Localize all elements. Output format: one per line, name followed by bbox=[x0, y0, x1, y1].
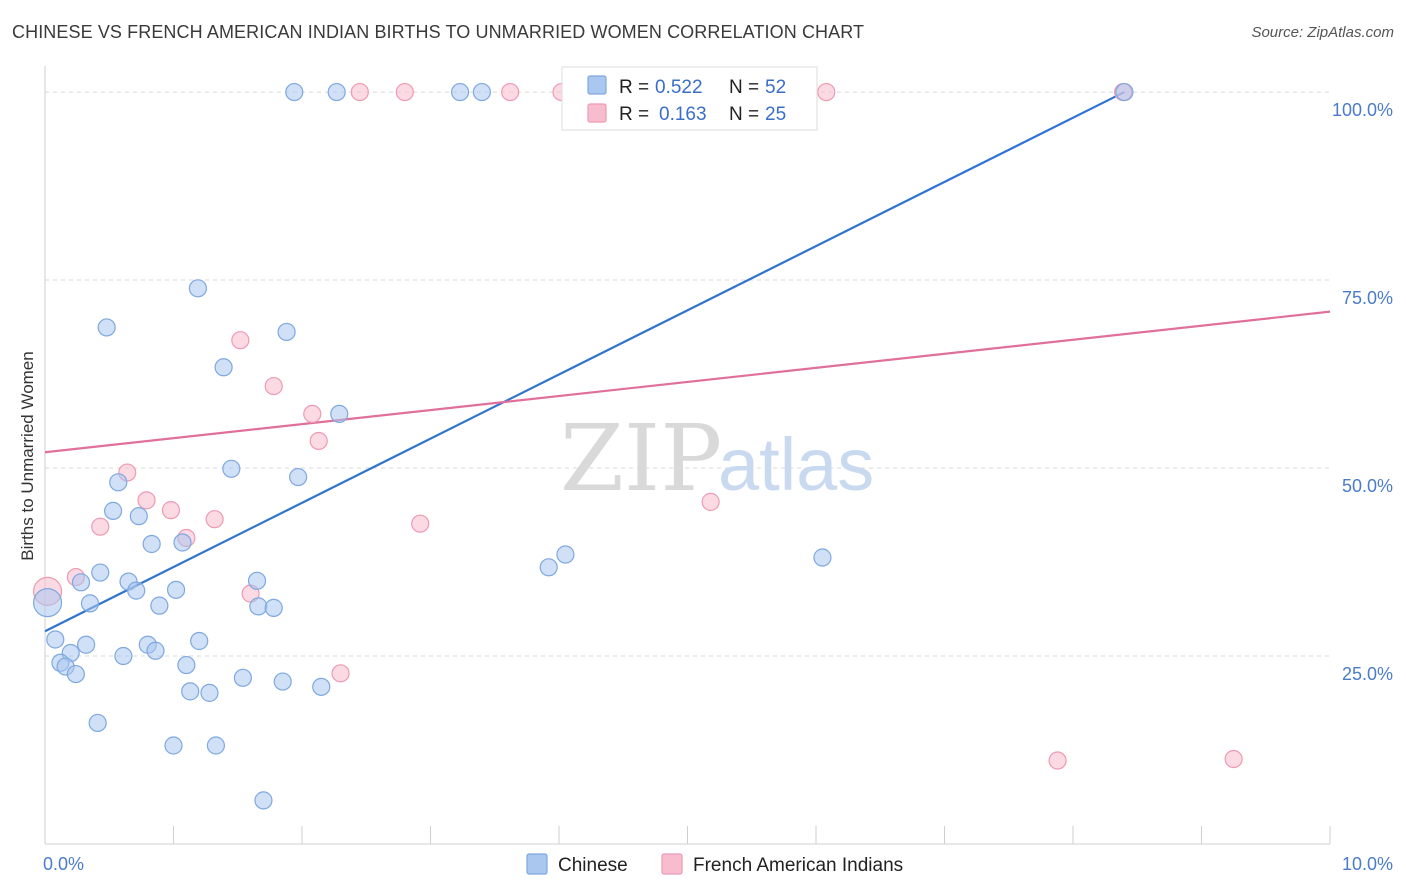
legend-bottom[interactable]: Chinese French American Indians bbox=[526, 853, 903, 876]
point-chinese-2 bbox=[450, 82, 470, 102]
point-french-12 bbox=[137, 491, 156, 510]
point-chinese-5 bbox=[1115, 82, 1134, 102]
point-chinese-22 bbox=[71, 573, 91, 592]
point-chinese-24 bbox=[127, 581, 146, 600]
point-chinese-45 bbox=[312, 677, 331, 696]
point-chinese-9 bbox=[214, 358, 233, 377]
legend-r-value-french: 0.163 bbox=[659, 104, 707, 125]
trend-layer bbox=[44, 91, 1331, 633]
point-chinese-32 bbox=[46, 630, 65, 649]
point-french-5 bbox=[817, 82, 836, 102]
point-chinese-21 bbox=[91, 563, 110, 582]
point-chinese-46 bbox=[181, 682, 200, 701]
point-chinese-30 bbox=[249, 597, 268, 616]
point-chinese-26 bbox=[247, 571, 267, 590]
point-chinese-6 bbox=[188, 279, 208, 298]
watermark: ZIP atlas bbox=[560, 405, 874, 512]
point-chinese-11 bbox=[222, 459, 241, 478]
trendline-french bbox=[44, 310, 1331, 454]
point-french-14 bbox=[701, 492, 720, 511]
point-chinese-31 bbox=[264, 598, 283, 617]
chart-source: Source: ZipAtlas.com bbox=[1251, 24, 1394, 41]
point-french-2 bbox=[501, 82, 520, 102]
legend-r-label-french: R = bbox=[619, 104, 649, 125]
point-chinese-1 bbox=[327, 82, 346, 102]
point-chinese-44 bbox=[273, 672, 292, 691]
point-chinese-36 bbox=[146, 641, 165, 660]
point-french-10 bbox=[309, 431, 328, 451]
point-chinese-49 bbox=[164, 736, 183, 755]
legend-n-value-chinese: 52 bbox=[765, 77, 786, 98]
point-chinese-43 bbox=[233, 668, 252, 687]
point-french-1 bbox=[395, 82, 414, 102]
point-chinese-0 bbox=[285, 82, 304, 102]
bottom-legend-swatch-french bbox=[661, 853, 683, 875]
point-chinese-12 bbox=[289, 467, 308, 487]
grid-layer bbox=[45, 91, 1330, 657]
point-french-9 bbox=[303, 404, 322, 423]
point-chinese-50 bbox=[206, 736, 226, 755]
legend-n-label-french: N = bbox=[729, 104, 759, 125]
y-tick-label-0: 25.0% bbox=[1342, 664, 1393, 684]
point-french-13 bbox=[161, 501, 181, 520]
watermark-atlas: atlas bbox=[718, 423, 874, 506]
point-chinese-13 bbox=[109, 473, 128, 492]
y-tick-label-1: 50.0% bbox=[1342, 476, 1393, 496]
point-chinese-25 bbox=[166, 580, 186, 599]
y-tick-label-3: 100.0% bbox=[1332, 100, 1393, 120]
point-chinese-19 bbox=[539, 558, 558, 577]
point-chinese-42 bbox=[66, 664, 85, 684]
point-chinese-18 bbox=[556, 545, 575, 564]
axes-layer: 25.0% 50.0% 75.0% 100.0% 0.0% 10.0% bbox=[43, 66, 1393, 874]
legend-n-label-chinese: N = bbox=[729, 77, 759, 98]
point-french-17 bbox=[411, 514, 430, 533]
trendline-chinese bbox=[44, 91, 1125, 633]
legend-top[interactable]: R = 0.522 N = 52 R = 0.163 N = 25 bbox=[561, 66, 818, 131]
y-axis-title: Births to Unmarried Women bbox=[18, 351, 37, 560]
point-french-15 bbox=[205, 510, 224, 529]
point-chinese-29 bbox=[150, 596, 169, 615]
point-chinese-48 bbox=[88, 713, 107, 733]
legend-n-value-french: 25 bbox=[765, 104, 786, 125]
point-french-24 bbox=[1224, 749, 1243, 769]
legend-r-label-chinese: R = bbox=[619, 77, 649, 98]
point-chinese-17 bbox=[173, 533, 192, 552]
legend-swatch-french bbox=[587, 103, 607, 123]
point-chinese-35 bbox=[190, 631, 209, 651]
bottom-legend-swatch-chinese bbox=[526, 853, 548, 875]
point-french-7 bbox=[231, 331, 250, 350]
point-chinese-47 bbox=[200, 683, 219, 702]
bottom-legend-label-chinese: Chinese bbox=[558, 855, 628, 876]
point-chinese-38 bbox=[114, 646, 133, 666]
point-chinese-10 bbox=[330, 404, 349, 423]
bottom-legend-label-french: French American Indians bbox=[693, 855, 903, 876]
point-french-16 bbox=[91, 517, 110, 536]
point-chinese-20 bbox=[813, 548, 832, 567]
point-chinese-16 bbox=[142, 534, 161, 554]
point-chinese-14 bbox=[104, 501, 123, 520]
point-chinese-51 bbox=[254, 791, 273, 810]
point-chinese-41 bbox=[177, 655, 196, 675]
watermark-zip: ZIP bbox=[560, 405, 722, 512]
point-chinese-7 bbox=[97, 318, 116, 337]
point-chinese-8 bbox=[277, 322, 296, 342]
point-french-23 bbox=[1048, 751, 1067, 770]
chart-title: CHINESE VS FRENCH AMERICAN INDIAN BIRTHS… bbox=[12, 22, 865, 42]
y-tick-label-2: 75.0% bbox=[1342, 288, 1393, 308]
point-french-22 bbox=[331, 664, 350, 683]
legend-swatch-chinese bbox=[587, 75, 607, 95]
point-chinese-15 bbox=[129, 507, 148, 526]
x-tick-label-1: 10.0% bbox=[1342, 854, 1393, 874]
point-chinese-3 bbox=[472, 82, 491, 102]
point-chinese-28 bbox=[80, 594, 100, 613]
x-tick-label-0: 0.0% bbox=[43, 854, 84, 874]
point-french-0 bbox=[350, 82, 369, 102]
legend-r-value-chinese: 0.522 bbox=[655, 77, 703, 98]
point-french-8 bbox=[264, 376, 283, 396]
point-chinese-27 bbox=[32, 588, 63, 618]
point-chinese-33 bbox=[77, 635, 96, 654]
